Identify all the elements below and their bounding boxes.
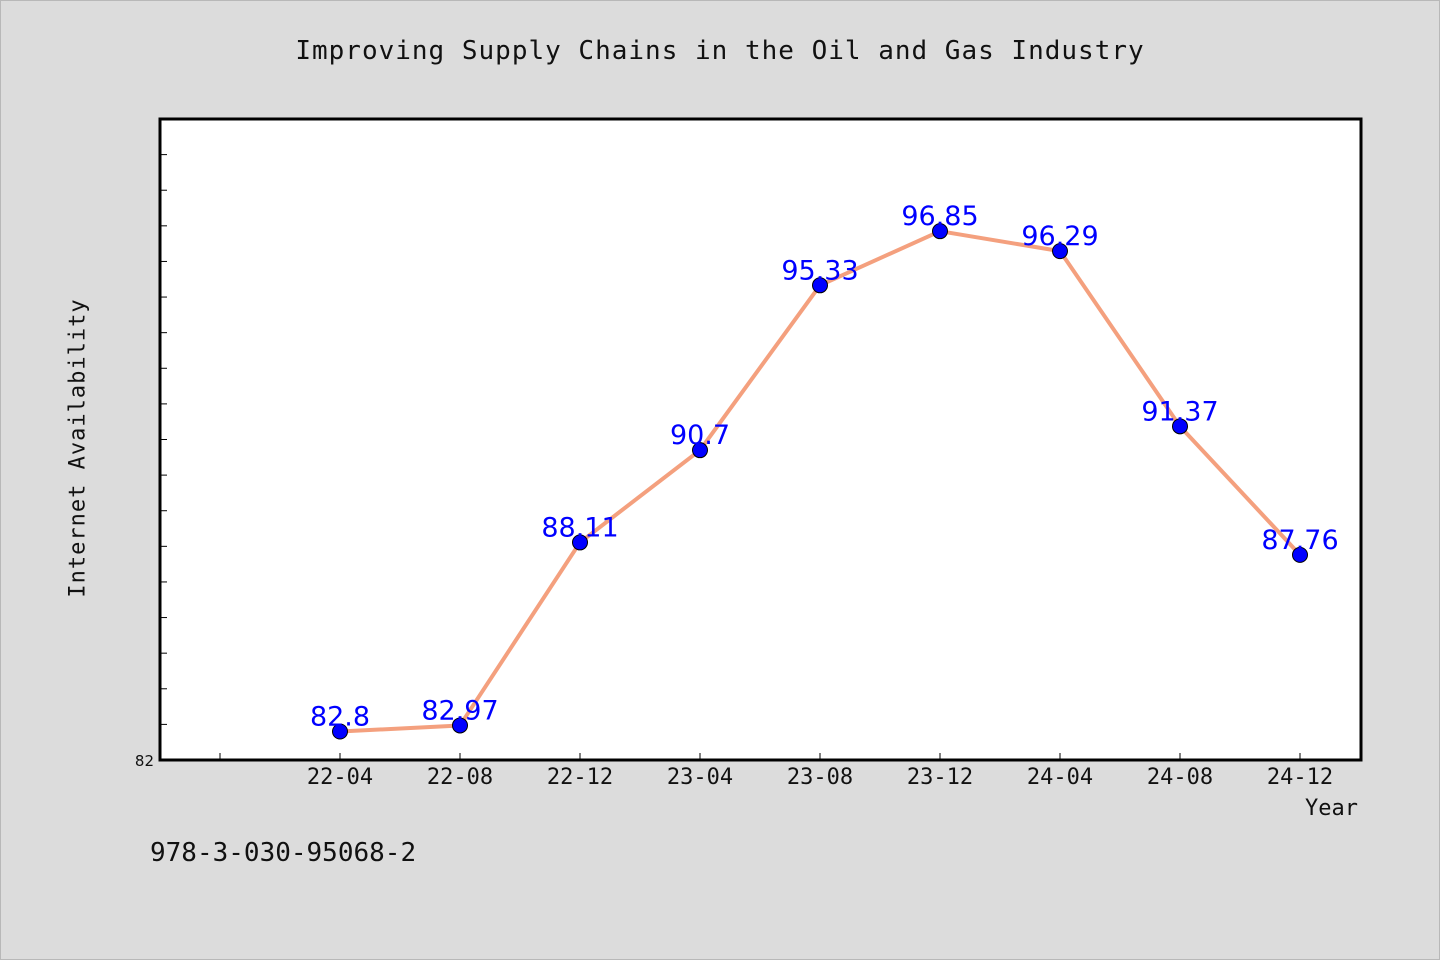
x-tick-label: 24-08 (1147, 765, 1213, 790)
data-point (452, 717, 468, 734)
data-labels: 82.8 82.97 88.11 90.7 95.33 96.85 96.29 91.37 87… (310, 201, 1339, 732)
y-axis-ticks: 82 (135, 154, 167, 770)
x-tick-label: 24-12 (1267, 765, 1333, 790)
data-label: 96.85 (901, 201, 978, 232)
data-point (812, 277, 828, 294)
data-label: 95.33 (781, 255, 858, 286)
x-tick-label: 24-04 (1027, 765, 1093, 790)
data-label: 88.11 (541, 512, 618, 543)
isbn-footnote: 978-3-030-95068-2 (150, 838, 417, 868)
data-point (692, 442, 708, 459)
data-point (932, 223, 948, 240)
y-tick-label: 82 (135, 752, 154, 770)
data-label: 87.76 (1261, 525, 1338, 556)
data-label: 91.37 (1141, 396, 1218, 427)
data-label: 82.8 (310, 702, 370, 733)
data-label: 96.29 (1021, 221, 1098, 252)
x-axis-label: Year (1305, 796, 1358, 821)
data-point (332, 723, 348, 740)
chart-title: Improving Supply Chains in the Oil and G… (295, 36, 1145, 66)
x-tick-label: 23-12 (907, 765, 973, 790)
x-tick-label: 22-04 (307, 765, 373, 790)
data-point (1172, 418, 1188, 435)
data-point (1052, 243, 1068, 260)
x-axis-ticks: 22-04 22-08 22-12 23-04 23-08 23-12 24-04 24-08… (219, 753, 1333, 790)
data-label: 90.7 (670, 420, 730, 451)
plot-area (158, 117, 1363, 762)
x-tick-label: 22-08 (427, 765, 493, 790)
x-tick-label: 23-04 (667, 765, 733, 790)
x-tick-label: 22-12 (547, 765, 613, 790)
series-group (332, 223, 1308, 740)
data-point (572, 534, 588, 551)
data-point (1292, 546, 1308, 563)
data-label: 82.97 (421, 695, 498, 726)
x-tick-label: 23-08 (787, 765, 853, 790)
